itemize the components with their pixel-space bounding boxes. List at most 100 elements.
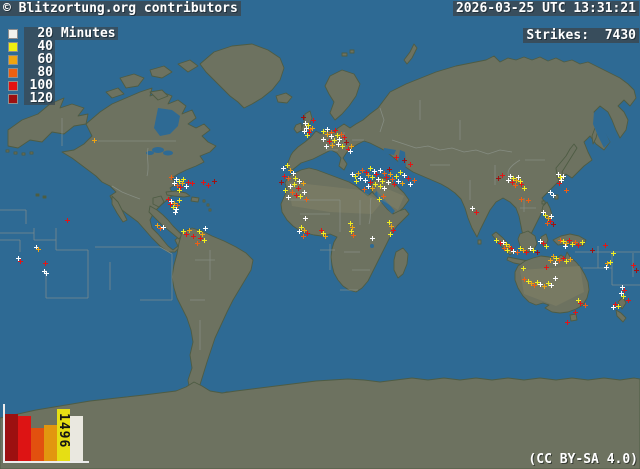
legend-row: 100 bbox=[8, 79, 118, 92]
strike-marker bbox=[528, 246, 533, 251]
histogram-bar-60min bbox=[44, 425, 57, 461]
strike-marker bbox=[168, 202, 173, 207]
strike-marker bbox=[321, 129, 326, 134]
strike-marker bbox=[181, 177, 186, 182]
strike-marker bbox=[298, 194, 303, 199]
strike-marker bbox=[561, 174, 566, 179]
strike-marker bbox=[173, 210, 178, 215]
strike-marker bbox=[559, 178, 564, 183]
strike-marker bbox=[333, 128, 338, 133]
strike-marker bbox=[177, 179, 182, 184]
strike-marker bbox=[294, 193, 299, 198]
strike-marker bbox=[494, 238, 499, 243]
strike-marker bbox=[282, 174, 287, 179]
strike-marker bbox=[474, 210, 479, 215]
strike-marker bbox=[370, 236, 375, 241]
strike-marker bbox=[337, 137, 342, 142]
strike-marker bbox=[195, 241, 200, 246]
legend-color-swatch bbox=[8, 93, 18, 104]
strike-marker bbox=[330, 143, 335, 148]
strike-marker bbox=[382, 171, 387, 176]
strike-marker bbox=[526, 198, 531, 203]
strike-marker bbox=[391, 228, 396, 233]
strike-marker bbox=[297, 229, 302, 234]
strike-marker bbox=[34, 245, 39, 250]
strike-marker bbox=[402, 158, 407, 163]
strike-marker bbox=[564, 259, 569, 264]
strike-marker bbox=[344, 140, 349, 145]
strike-marker bbox=[400, 181, 405, 186]
strike-marker bbox=[44, 271, 49, 276]
strike-marker bbox=[541, 241, 546, 246]
strike-marker bbox=[325, 127, 330, 132]
strike-marker bbox=[396, 179, 401, 184]
strike-marker bbox=[544, 244, 549, 249]
strike-marker bbox=[631, 263, 636, 268]
strike-marker bbox=[335, 133, 340, 138]
strike-marker bbox=[626, 298, 631, 303]
strike-marker bbox=[580, 240, 585, 245]
legend-label: 20 Minutes bbox=[24, 27, 118, 40]
strike-marker bbox=[311, 118, 316, 123]
license-text: (CC BY-SA 4.0) bbox=[528, 452, 638, 467]
strike-marker bbox=[518, 246, 523, 251]
strike-marker bbox=[553, 276, 558, 281]
strike-marker bbox=[288, 168, 293, 173]
strike-marker bbox=[65, 218, 70, 223]
strike-marker bbox=[348, 149, 353, 154]
strike-marker bbox=[366, 184, 371, 189]
attribution-text: © Blitzortung.org contributors bbox=[0, 1, 241, 16]
strike-marker bbox=[573, 240, 578, 245]
strike-marker bbox=[342, 135, 347, 140]
strike-marker bbox=[353, 174, 358, 179]
strike-marker bbox=[184, 184, 189, 189]
strike-marker bbox=[515, 250, 520, 255]
strike-marker bbox=[349, 144, 354, 149]
strike-marker bbox=[500, 173, 505, 178]
strike-marker bbox=[177, 188, 182, 193]
strike-marker bbox=[557, 258, 562, 263]
age-legend: 20 Minutes 40 60 80 100 120 bbox=[8, 27, 118, 105]
strike-marker bbox=[356, 171, 361, 176]
strike-age-histogram: 1496 bbox=[3, 404, 89, 463]
strike-marker bbox=[191, 234, 196, 239]
strike-marker bbox=[621, 294, 626, 299]
landmasses bbox=[0, 43, 640, 469]
strike-marker bbox=[301, 234, 306, 239]
strike-marker bbox=[36, 247, 41, 252]
strike-marker bbox=[567, 238, 572, 243]
strike-marker bbox=[541, 210, 546, 215]
strike-marker bbox=[171, 205, 176, 210]
strike-marker bbox=[548, 219, 553, 224]
legend-label: 80 bbox=[24, 66, 55, 79]
strike-marker bbox=[172, 201, 177, 206]
strike-marker bbox=[608, 260, 613, 265]
strike-marker bbox=[301, 115, 306, 120]
strike-marker bbox=[177, 198, 182, 203]
strike-marker bbox=[522, 277, 527, 282]
strike-marker bbox=[212, 179, 217, 184]
strike-marker bbox=[535, 280, 540, 285]
strike-marker bbox=[561, 239, 566, 244]
strike-marker bbox=[302, 129, 307, 134]
strike-marker bbox=[321, 137, 326, 142]
strike-marker bbox=[363, 178, 368, 183]
strike-marker bbox=[570, 242, 575, 247]
strike-marker bbox=[620, 285, 625, 290]
strike-marker bbox=[92, 138, 97, 143]
strike-marker bbox=[43, 261, 48, 266]
strike-marker bbox=[373, 182, 378, 187]
strike-marker bbox=[565, 320, 570, 325]
strike-marker bbox=[155, 223, 160, 228]
strike-marker bbox=[496, 176, 501, 181]
strike-counter: Strikes: 7430 bbox=[523, 28, 639, 43]
strike-marker bbox=[568, 257, 573, 262]
strike-marker bbox=[553, 261, 558, 266]
strike-marker bbox=[387, 167, 392, 172]
legend-label: 100 bbox=[24, 79, 55, 92]
histogram-bar-value: 1496 bbox=[56, 413, 71, 449]
strike-marker bbox=[544, 265, 549, 270]
strike-marker bbox=[382, 186, 387, 191]
strike-marker bbox=[384, 175, 389, 180]
